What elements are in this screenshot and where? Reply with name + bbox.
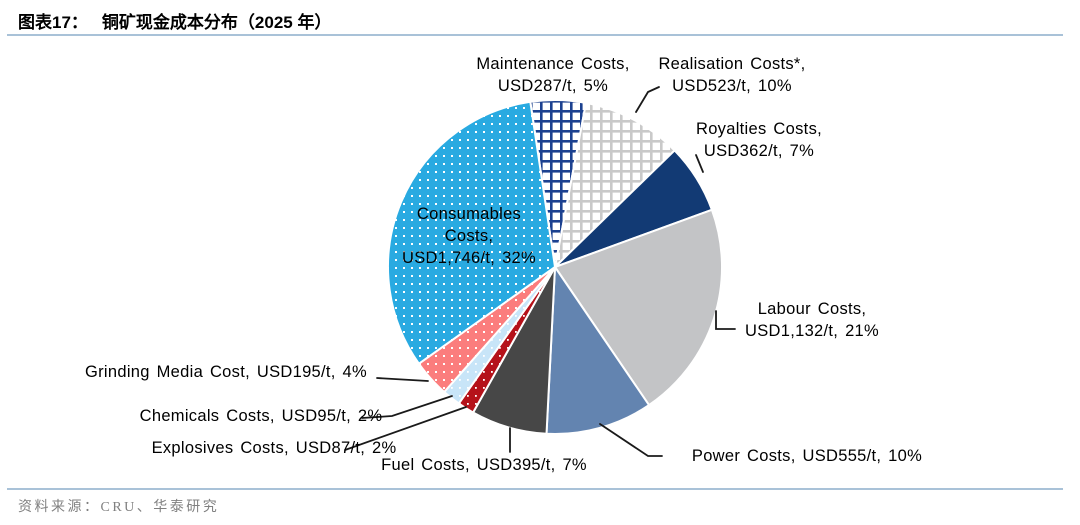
slice-label-chemicals: Chemicals Costs, USD95/t, 2% <box>139 407 383 425</box>
leader-line-grinding <box>376 377 429 382</box>
slice-label-fuel: Fuel Costs, USD395/t, 7% <box>381 456 587 474</box>
leader-line-power <box>599 423 663 457</box>
slice-label-explosives: Explosives Costs, USD87/t, 2% <box>151 439 397 457</box>
slice-label-power: Power Costs, USD555/t, 10% <box>691 447 923 465</box>
slice-label-royalties: Royalties Costs, USD362/t, 7% <box>695 120 823 160</box>
slice-label-consumables: Consumables Costs, USD1,746/t, 32% <box>402 205 536 267</box>
leader-line-realisation <box>635 86 660 113</box>
pie-slice-realisation <box>554 101 676 268</box>
title-divider <box>7 34 1063 36</box>
leader-line-labour <box>715 310 736 330</box>
leader-line-chemicals <box>361 395 453 419</box>
source-label: 资料来源： <box>18 500 101 515</box>
pie-slice-labour <box>554 208 723 407</box>
figure-title: 图表17： 铜矿现金成本分布（2025 年） <box>18 8 331 33</box>
pie-slices <box>387 99 723 436</box>
slice-label-realisation: Realisation Costs*, USD523/t, 10% <box>658 55 806 95</box>
figure-number: 图表17： <box>18 13 88 32</box>
pie-slice-consumables <box>387 100 556 365</box>
pie-slice-power <box>545 266 650 436</box>
leader-lines <box>344 86 736 457</box>
page-title: 铜矿现金成本分布（2025 年） <box>101 13 332 32</box>
leader-line-explosives <box>344 406 467 451</box>
slice-label-maintenance: Maintenance Costs, USD287/t, 5% <box>476 55 630 95</box>
source-note: 资料来源：CRU、华泰研究 <box>18 496 219 516</box>
leader-line-royalties <box>695 154 704 173</box>
footer-divider <box>7 488 1063 490</box>
source-value: CRU、华泰研究 <box>100 500 220 515</box>
slice-label-grinding: Grinding Media Cost, USD195/t, 4% <box>84 363 368 381</box>
slice-label-labour: Labour Costs, USD1,132/t, 21% <box>745 300 879 340</box>
